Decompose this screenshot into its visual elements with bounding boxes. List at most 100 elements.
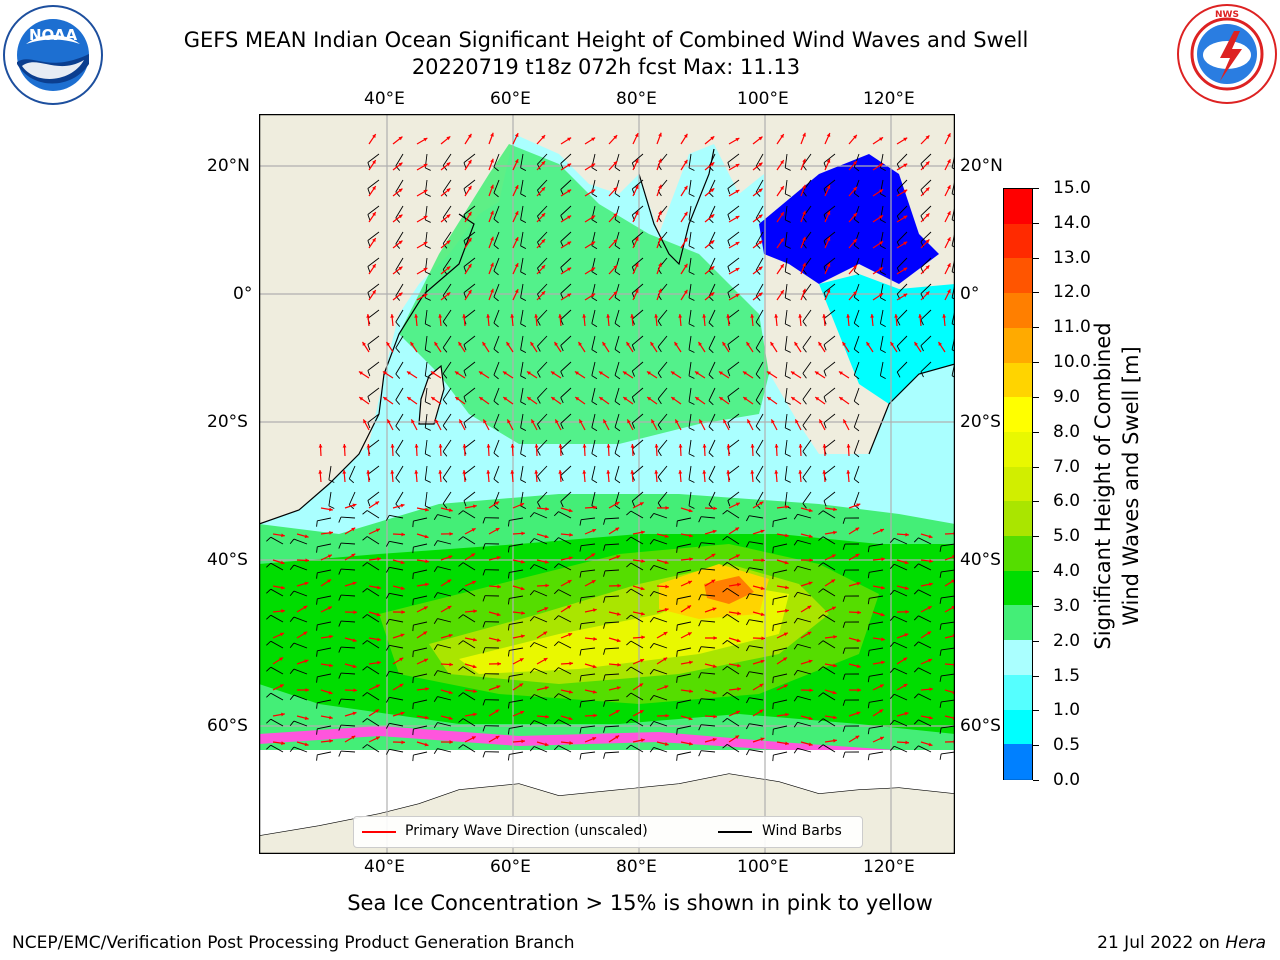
wave-arrow-head: [905, 740, 909, 745]
wind-barb-flag: [367, 422, 371, 429]
wind-barb-flag: [657, 502, 662, 509]
wind-barb-staff: [941, 725, 955, 729]
wind-barb-flag: [802, 503, 807, 509]
wind-barb-staff: [853, 179, 860, 194]
wind-barb-flag: [657, 346, 662, 353]
wind-barb-flag: [631, 396, 635, 403]
wave-arrow-head: [543, 631, 548, 636]
wave-arrow-head: [780, 134, 784, 139]
wind-barb-staff: [462, 692, 476, 701]
wave-arrow-head: [802, 184, 806, 189]
wind-barb-flag: [722, 510, 728, 515]
wave-arrow-head: [606, 444, 611, 448]
wind-barb-flag: [591, 349, 598, 354]
wave-arrow-head: [942, 314, 947, 318]
wave-arrow-head: [808, 659, 813, 664]
wave-arrow-head: [575, 397, 580, 401]
wave-arrow-head: [853, 238, 857, 243]
wind-barb-staff: [463, 205, 476, 215]
wind-barb-staff: [437, 670, 452, 675]
wave-arrow-head: [831, 554, 836, 558]
wind-barb-staff: [424, 439, 428, 454]
wave-arrow-head: [438, 470, 443, 474]
wind-barb-flag: [727, 396, 731, 403]
wind-barb-flag: [853, 166, 860, 172]
wave-arrow-head: [881, 557, 885, 562]
wind-barb-staff: [708, 439, 716, 453]
wind-barb-flag: [442, 451, 448, 457]
wind-barb-flag: [785, 375, 791, 379]
wind-barb-staff: [822, 614, 836, 623]
wind-barb-staff: [869, 569, 884, 573]
wave-arrow-head: [761, 558, 765, 563]
wind-barb-flag: [458, 666, 464, 671]
wave-arrow-head: [502, 371, 507, 376]
wave-arrow-head: [531, 419, 535, 424]
wave-arrow-head: [626, 341, 631, 346]
wind-barb-staff: [853, 491, 860, 506]
wave-arrow-head: [375, 528, 380, 533]
wind-barb-staff: [630, 744, 644, 753]
wind-barb-flag: [482, 751, 486, 758]
wave-arrow-head: [770, 341, 775, 346]
wave-arrow-head: [794, 341, 799, 346]
wind-barb-staff: [822, 588, 836, 597]
wind-barb-flag: [433, 670, 438, 676]
wind-barb-flag: [722, 562, 728, 567]
wave-arrow-head: [375, 501, 380, 505]
wind-barb-flag: [603, 596, 606, 603]
wind-barb-staff: [749, 593, 764, 597]
wind-barb-staff: [367, 231, 380, 241]
wind-barb-staff: [823, 413, 836, 424]
wave-arrow-head: [880, 585, 885, 590]
wind-barb-staff: [630, 562, 644, 571]
wind-barb-staff: [317, 569, 332, 574]
wind-barb-staff: [941, 543, 955, 547]
wind-barb-staff: [493, 361, 500, 376]
wave-arrow-head: [304, 716, 309, 720]
wind-barb-staff: [823, 153, 836, 164]
wind-barb-staff: [657, 465, 668, 478]
wind-barb-flag: [442, 373, 448, 379]
wind-barb-flag: [591, 323, 598, 328]
wave-arrow-head: [758, 292, 763, 297]
wind-barb-staff: [614, 309, 620, 324]
wave-arrow-head: [735, 710, 740, 715]
wave-arrow-head: [846, 444, 851, 448]
wind-barb-flag: [289, 694, 295, 701]
wave-arrow-head: [514, 289, 519, 294]
wind-barb-staff: [493, 387, 500, 402]
wind-barb-staff: [708, 283, 716, 297]
wave-arrow-head: [400, 560, 405, 565]
wave-arrow-head: [747, 419, 751, 424]
wind-barb-flag: [614, 427, 621, 432]
wave-arrow-head: [490, 210, 494, 215]
wind-barb-flag: [676, 546, 678, 553]
wind-barb-staff: [896, 153, 908, 165]
wind-barb-flag: [338, 646, 342, 653]
wind-barb-staff: [797, 513, 812, 519]
wave-arrow-head: [758, 214, 763, 219]
wind-barb-flag: [785, 297, 791, 301]
wind-barb-flag: [529, 590, 535, 596]
wind-barb-staff: [581, 699, 596, 703]
wind-barb-staff: [755, 361, 764, 375]
wave-arrow-head: [375, 684, 380, 689]
wind-barb-flag: [818, 510, 824, 515]
colorbar-cell: [1004, 362, 1032, 399]
wind-barb-flag: [579, 623, 582, 630]
wind-barb-flag: [520, 271, 527, 275]
wind-barb-staff: [879, 309, 884, 324]
wave-arrow-head: [695, 397, 700, 401]
wind-barb-flag: [537, 163, 541, 170]
wave-arrow-head: [726, 314, 731, 318]
wind-barb-staff: [537, 153, 548, 165]
wave-arrow-head: [372, 290, 376, 295]
wind-barb-staff: [630, 718, 644, 727]
wave-arrow-head: [304, 742, 309, 747]
wave-arrow-head: [615, 710, 620, 714]
wave-arrow-head: [736, 663, 741, 668]
wave-arrow-head: [467, 159, 472, 164]
legend-barb-swatch: [718, 831, 752, 833]
wave-arrow-head: [947, 159, 951, 164]
